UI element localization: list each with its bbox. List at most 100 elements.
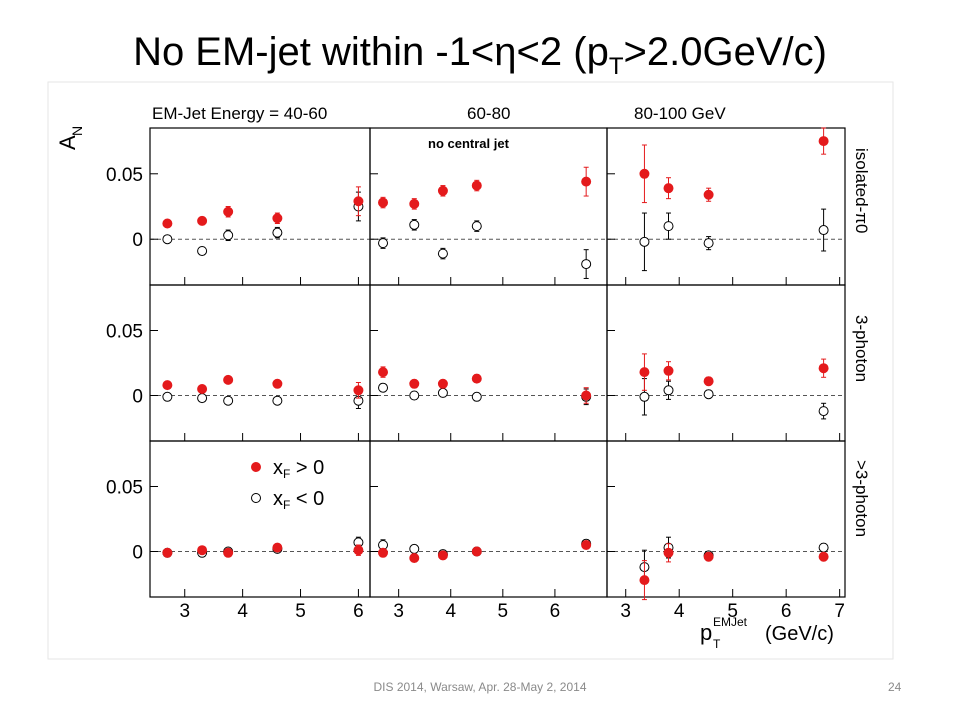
x-tick-label: 6: [550, 601, 561, 622]
data-point-xf-pos: [272, 378, 283, 389]
data-point-xf-neg: [663, 221, 674, 232]
title-main: No EM-jet within -1<η<2 (p: [133, 30, 609, 74]
data-point-xf-pos: [223, 374, 234, 385]
data-point-xf-neg: [663, 385, 674, 396]
column-title-2: 60-80: [467, 104, 510, 123]
data-point-xf-neg: [272, 227, 283, 238]
data-point-xf-neg: [639, 236, 650, 247]
data-point-xf-pos: [437, 550, 448, 561]
annotation-no-central-jet: no central jet: [428, 136, 510, 151]
data-point-xf-pos: [663, 547, 674, 558]
data-point-xf-neg: [197, 393, 208, 404]
data-point-xf-pos: [437, 185, 448, 196]
data-point-xf-pos: [471, 546, 482, 557]
data-point-xf-pos: [663, 365, 674, 376]
y-tick-label: 0: [132, 387, 143, 408]
data-point-xf-pos: [703, 376, 714, 387]
y-axis-title-sub: N: [69, 126, 85, 136]
data-point-xf-pos: [581, 176, 592, 187]
data-point-xf-neg: [409, 219, 420, 230]
data-point-xf-neg: [409, 543, 420, 554]
data-point-xf-pos: [409, 553, 420, 563]
data-point-xf-neg: [223, 395, 234, 406]
data-point-xf-pos: [162, 547, 173, 558]
data-point-xf-pos: [703, 551, 714, 562]
data-point-xf-neg: [162, 234, 173, 245]
data-point-xf-neg: [223, 230, 234, 241]
figure-frame: [47, 81, 894, 660]
x-tick-label: 5: [498, 601, 509, 622]
data-point-xf-pos: [197, 384, 208, 394]
data-point-xf-neg: [197, 245, 208, 256]
title-subscript: T: [608, 53, 624, 80]
data-point-xf-pos: [353, 385, 364, 396]
data-point-xf-neg: [378, 238, 389, 249]
data-point-xf-pos: [639, 575, 650, 586]
data-point-xf-neg: [272, 395, 283, 406]
row-title-1: isolated-π0: [852, 148, 871, 233]
legend-marker-xf-neg: [251, 493, 261, 503]
data-point-xf-neg: [818, 225, 829, 236]
data-point-xf-pos: [197, 215, 208, 226]
y-tick-label: 0.05: [106, 165, 143, 186]
title-end: >2.0GeV/c): [623, 30, 827, 74]
data-point-xf-pos: [223, 547, 234, 558]
data-point-xf-pos: [409, 198, 420, 209]
data-point-xf-pos: [581, 390, 592, 401]
panel-frame: [149, 284, 371, 442]
row-title-2: 3-photon: [852, 315, 871, 382]
data-point-xf-pos: [703, 189, 714, 200]
data-point-xf-pos: [272, 542, 283, 553]
data-point-xf-neg: [818, 542, 829, 553]
data-point-xf-neg: [409, 390, 420, 401]
panel-frame: [606, 284, 846, 442]
column-title-1: EM-Jet Energy = 40-60: [152, 104, 327, 123]
data-point-xf-neg: [378, 382, 389, 393]
data-point-xf-neg: [471, 391, 482, 402]
data-point-xf-neg: [437, 248, 448, 259]
data-point-xf-pos: [353, 545, 364, 556]
column-title-3: 80-100 GeV: [634, 104, 726, 123]
page-number: 24: [888, 680, 902, 694]
x-tick-label: 3: [393, 601, 404, 622]
data-point-xf-pos: [353, 196, 364, 207]
data-point-xf-pos: [818, 136, 829, 147]
x-tick-label: 4: [237, 601, 248, 622]
x-axis-title-unit: (GeV/c): [765, 623, 834, 645]
data-point-xf-pos: [818, 363, 829, 374]
x-axis-title-sup: EMJet: [713, 615, 748, 629]
x-axis-title-main: p: [700, 620, 712, 645]
legend-label-xf-neg: xF < 0: [273, 488, 324, 512]
y-tick-label: 0: [132, 543, 143, 564]
data-point-xf-neg: [581, 259, 592, 270]
x-tick-label: 7: [834, 601, 845, 622]
data-point-xf-pos: [162, 380, 173, 391]
data-point-xf-pos: [272, 213, 283, 224]
data-point-xf-pos: [639, 367, 650, 378]
y-tick-label: 0: [132, 230, 143, 251]
y-tick-label: 0.05: [106, 478, 143, 499]
panel-frame: [369, 440, 608, 598]
legend-marker-xf-pos: [251, 462, 261, 472]
data-point-xf-pos: [437, 378, 448, 389]
row-title-3: >3-photon: [852, 460, 871, 537]
data-point-xf-neg: [639, 391, 650, 402]
slide-title: No EM-jet within -1<η<2 (pT>2.0GeV/c): [0, 30, 960, 81]
data-point-xf-pos: [378, 367, 389, 378]
panel-frame: [606, 127, 846, 286]
panel-grid: 0 0.05 0 0.05 0 0.05 3 4 5 6 3 4 5 6 3 4 5 6 7: [106, 127, 846, 622]
x-tick-label: 4: [674, 601, 685, 622]
x-axis-title-sub: T: [713, 637, 721, 651]
panel-frame: [606, 440, 846, 598]
data-point-xf-pos: [663, 183, 674, 194]
data-point-xf-pos: [639, 168, 650, 179]
x-tick-label: 5: [727, 601, 738, 622]
data-point-xf-pos: [378, 547, 389, 558]
data-point-xf-pos: [818, 551, 829, 562]
panel-frame: [369, 127, 608, 286]
x-tick-label: 3: [620, 601, 631, 622]
legend-label-xf-pos: xF > 0: [273, 457, 324, 481]
x-tick-label: 4: [445, 601, 456, 622]
data-point-xf-pos: [162, 218, 173, 229]
